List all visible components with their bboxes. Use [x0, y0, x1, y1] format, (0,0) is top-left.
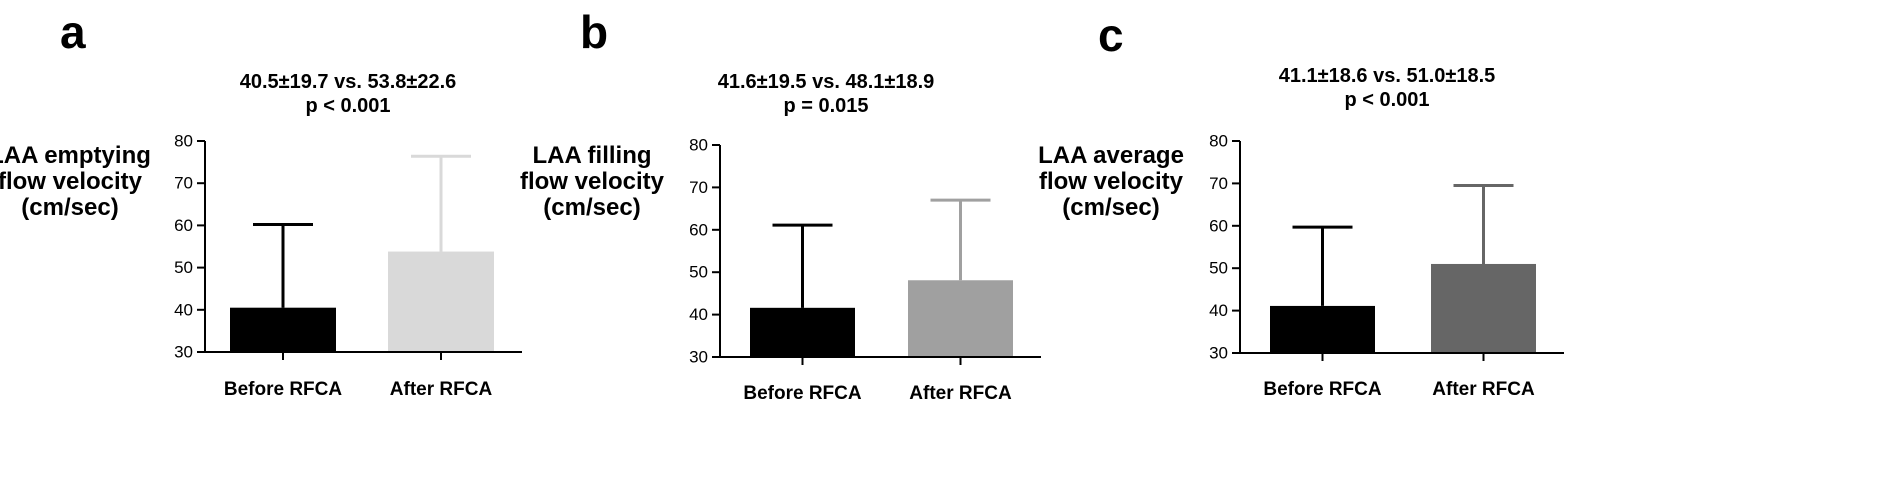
y-axis-label-line: flow velocity [0, 168, 143, 195]
y-axis-label-line: LAA emptying [0, 142, 151, 169]
bar-before-rfca [750, 307, 855, 357]
y-tick-label: 60 [1209, 216, 1228, 235]
y-tick-label: 80 [689, 136, 708, 155]
x-category-label: Before RFCA [1263, 379, 1382, 400]
y-axis-label-line: (cm/sec) [1062, 194, 1159, 221]
y-tick-label: 50 [689, 263, 708, 282]
p-value: p < 0.001 [1344, 89, 1429, 111]
x-category-label: Before RFCA [743, 383, 862, 404]
y-tick-label: 40 [1209, 301, 1228, 320]
y-tick-label: 30 [174, 343, 193, 362]
p-value: p < 0.001 [305, 95, 390, 117]
y-tick-label: 80 [1209, 132, 1228, 151]
panel-letter-c: c [1098, 9, 1124, 61]
x-category-label: Before RFCA [224, 379, 343, 400]
stat-summary: 41.1±18.6 vs. 51.0±18.5 [1279, 65, 1496, 87]
y-tick-label: 60 [689, 220, 708, 239]
bar-before-rfca [1270, 305, 1375, 353]
y-tick-label: 40 [689, 305, 708, 324]
y-tick-label: 80 [174, 132, 193, 151]
y-tick-label: 70 [689, 178, 708, 197]
stat-summary: 40.5±19.7 vs. 53.8±22.6 [240, 71, 457, 93]
y-tick-label: 70 [174, 174, 193, 193]
stat-summary: 41.6±19.5 vs. 48.1±18.9 [718, 71, 935, 93]
y-tick-label: 50 [174, 258, 193, 277]
y-axis-label-line: flow velocity [520, 168, 665, 195]
bar-after-rfca [388, 251, 494, 352]
y-axis-label-line: (cm/sec) [543, 194, 640, 221]
x-category-label: After RFCA [909, 383, 1012, 404]
bar-after-rfca [908, 280, 1013, 357]
x-category-label: After RFCA [390, 379, 493, 400]
y-tick-label: 50 [1209, 259, 1228, 278]
panel-letter-a: a [60, 6, 86, 58]
y-tick-label: 30 [689, 348, 708, 367]
panel-letter-b: b [580, 6, 608, 58]
y-axis-label-line: LAA average [1038, 142, 1184, 169]
y-axis-label-line: LAA filling [532, 142, 651, 169]
y-tick-label: 40 [174, 300, 193, 319]
bar-before-rfca [230, 307, 336, 352]
y-axis-label-line: (cm/sec) [21, 194, 118, 221]
x-category-label: After RFCA [1432, 379, 1535, 400]
y-tick-label: 70 [1209, 174, 1228, 193]
y-tick-label: 60 [174, 216, 193, 235]
y-tick-label: 30 [1209, 344, 1228, 363]
p-value: p = 0.015 [783, 95, 868, 117]
y-axis-label-line: flow velocity [1039, 168, 1184, 195]
bar-after-rfca [1431, 263, 1536, 353]
